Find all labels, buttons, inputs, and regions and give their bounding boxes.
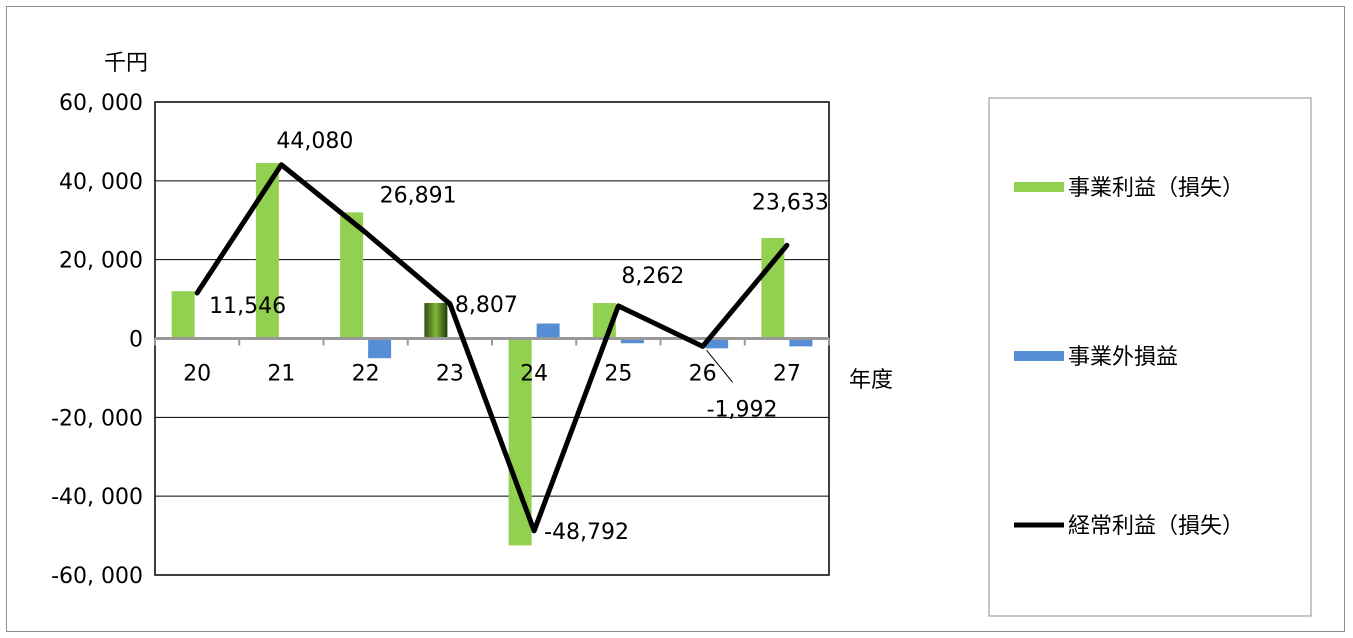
data-labels: 11,546 44,080 26,891 8,807 -48,792 8,262 -1,99… [209, 129, 829, 545]
data-label: 44,080 [276, 129, 353, 154]
y-tick-label: -20, 000 [51, 406, 143, 431]
data-label: 11,546 [209, 294, 286, 319]
legend-swatch [1014, 351, 1064, 361]
x-tick-label: 23 [436, 362, 464, 387]
legend-label: 事業外損益 [1068, 345, 1178, 370]
data-label: -1,992 [707, 397, 778, 422]
bar-business-profit [340, 212, 364, 339]
y-tick-label: 0 [129, 328, 143, 353]
x-tick-label: 21 [267, 362, 295, 387]
bar-business-profit [255, 163, 279, 339]
bar-non-operating [620, 338, 644, 344]
label-leader-line [706, 350, 734, 383]
y-tick-label: -60, 000 [51, 564, 143, 589]
bar-business-profit [761, 237, 785, 339]
x-tick-label: 22 [352, 362, 380, 387]
bar-non-operating [705, 338, 729, 349]
bar-business-profit [171, 291, 195, 339]
bar-non-operating [536, 323, 560, 339]
y-axis-title: 千円 [104, 51, 148, 76]
data-label: 8,262 [621, 264, 684, 289]
legend-swatch [1014, 182, 1064, 192]
data-label: -48,792 [544, 520, 629, 545]
legend-label: 事業利益（損失） [1068, 176, 1244, 201]
data-label: 26,891 [380, 184, 457, 209]
bar-business-profit [508, 338, 532, 546]
y-axis: 60, 000 40, 000 20, 000 0 -20, 000 -40, 000 -6… [51, 91, 143, 589]
x-tick-label: 24 [520, 362, 548, 387]
line-series [194, 162, 790, 534]
bar-non-operating [368, 338, 392, 359]
y-tick-label: 20, 000 [59, 249, 143, 274]
data-label: 8,807 [455, 293, 518, 318]
x-tick-label: 26 [689, 362, 717, 387]
legend-label: 経常利益（損失） [1068, 514, 1244, 539]
y-tick-label: 40, 000 [59, 170, 143, 195]
bar-business-profit [424, 303, 448, 339]
x-tick-label: 27 [773, 362, 801, 387]
line-ordinary-profit [194, 162, 790, 534]
bars [171, 163, 813, 546]
x-tick-label: 20 [183, 362, 211, 387]
x-axis: 20 21 22 23 24 25 26 27 [154, 337, 830, 387]
y-tick-label: 60, 000 [59, 91, 143, 116]
x-axis-title: 年度 [849, 368, 893, 393]
y-tick-label: -40, 000 [51, 485, 143, 510]
bar-non-operating [789, 338, 813, 347]
data-label: 23,633 [752, 190, 829, 215]
x-tick-label: 25 [604, 362, 632, 387]
